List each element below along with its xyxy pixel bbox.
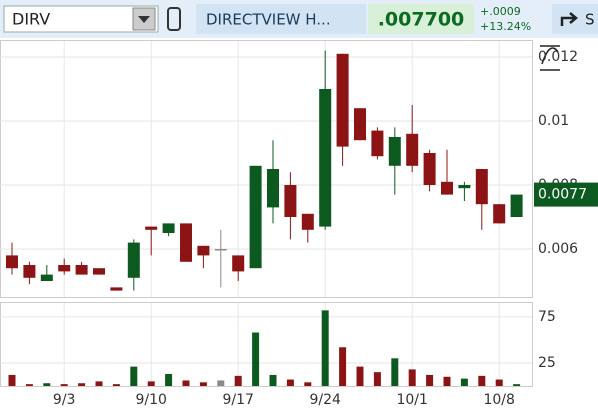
symbol-box[interactable] (3, 5, 159, 33)
symbol: DIRV (12, 10, 50, 29)
x-tick-label: 9/10 (135, 392, 166, 408)
price-box (368, 4, 474, 34)
volume-bar (60, 384, 68, 386)
volume-bar (373, 372, 381, 386)
candle-body (388, 137, 401, 166)
volume-bar (356, 366, 364, 386)
volume-bar (25, 384, 33, 386)
dropdown-arrow (138, 16, 150, 23)
volume-panel (0, 302, 533, 387)
volume-bar (339, 347, 347, 386)
candle-body (127, 242, 140, 278)
volume-bar (252, 332, 260, 386)
drawing-tool-icon[interactable] (540, 45, 560, 71)
candle-body (145, 226, 158, 230)
volume-bar (217, 380, 225, 386)
volume-bar (321, 310, 329, 386)
candle-body (162, 223, 175, 233)
share-text: S (585, 11, 595, 29)
candle-body (354, 108, 366, 141)
candle-body (441, 181, 453, 195)
x-tick-label: 9/24 (309, 392, 341, 408)
volume-tick-label: 25 (538, 355, 556, 371)
candle-body (93, 268, 105, 275)
y-tick-label: 0.012 (538, 49, 578, 65)
volume-bar (43, 383, 51, 386)
volume-bar (513, 384, 521, 386)
volume-bar (460, 378, 468, 386)
volume-bar (391, 358, 399, 386)
candle-body (475, 169, 488, 205)
volume-bar (199, 382, 207, 386)
volume-bar (112, 384, 120, 386)
candle-body (371, 130, 384, 157)
candle-body (180, 223, 192, 262)
volume-bar (478, 375, 486, 386)
x-tick-label: 10/1 (396, 392, 427, 408)
candle-body (458, 185, 471, 189)
last-price-label: 0.0077 (538, 187, 587, 203)
share-icon (560, 12, 578, 26)
candle-body (406, 133, 419, 166)
volume-bar (269, 374, 277, 386)
candle-body (249, 165, 262, 269)
candle-body (6, 255, 18, 269)
x-tick-label: 9/3 (53, 392, 76, 408)
last-price: .007700 (378, 9, 465, 31)
volume-bar (443, 376, 451, 386)
volume-bar (182, 380, 190, 386)
x-tick-label: 9/17 (222, 392, 253, 408)
last-price-tag (534, 182, 598, 207)
volume-bar (95, 381, 103, 386)
x-tick-label: 10/8 (483, 392, 514, 408)
change: +.0009 (480, 5, 521, 18)
volume-bar (8, 374, 16, 386)
volume-bar (426, 374, 434, 386)
volume-bar (286, 379, 294, 386)
candle-body (23, 265, 36, 278)
candle-body (267, 169, 279, 208)
candle-body (493, 204, 506, 224)
volume-bar (495, 379, 503, 386)
change-pct: +13.24% (480, 20, 531, 33)
candle-body (110, 287, 123, 291)
candle-body (301, 213, 314, 230)
candle-body (214, 249, 227, 251)
candle-body (319, 89, 332, 227)
volume-bar (147, 381, 155, 386)
candle-body (40, 274, 53, 281)
volume-tick-label: 75 (538, 309, 556, 325)
volume-bar (130, 366, 138, 386)
link-icon[interactable] (167, 7, 181, 31)
candle-body (510, 194, 523, 217)
volume-bar (304, 382, 312, 386)
volume-bar (234, 375, 242, 386)
candle-body (58, 265, 71, 272)
candle-body (284, 185, 297, 217)
volume-bar (408, 369, 416, 386)
y-tick-label: 0.01 (538, 113, 569, 129)
company-box (196, 4, 366, 34)
volume-bar (165, 374, 173, 386)
company: DIRECTVIEW H... (206, 11, 331, 29)
price-panel (0, 40, 533, 298)
candle-body (75, 265, 88, 275)
candle-body (197, 245, 210, 256)
candle-body (336, 53, 349, 147)
candle-body (232, 255, 245, 272)
y-tick-label: 0.006 (538, 241, 578, 257)
candle-body (423, 153, 436, 185)
volume-bar (78, 383, 86, 386)
